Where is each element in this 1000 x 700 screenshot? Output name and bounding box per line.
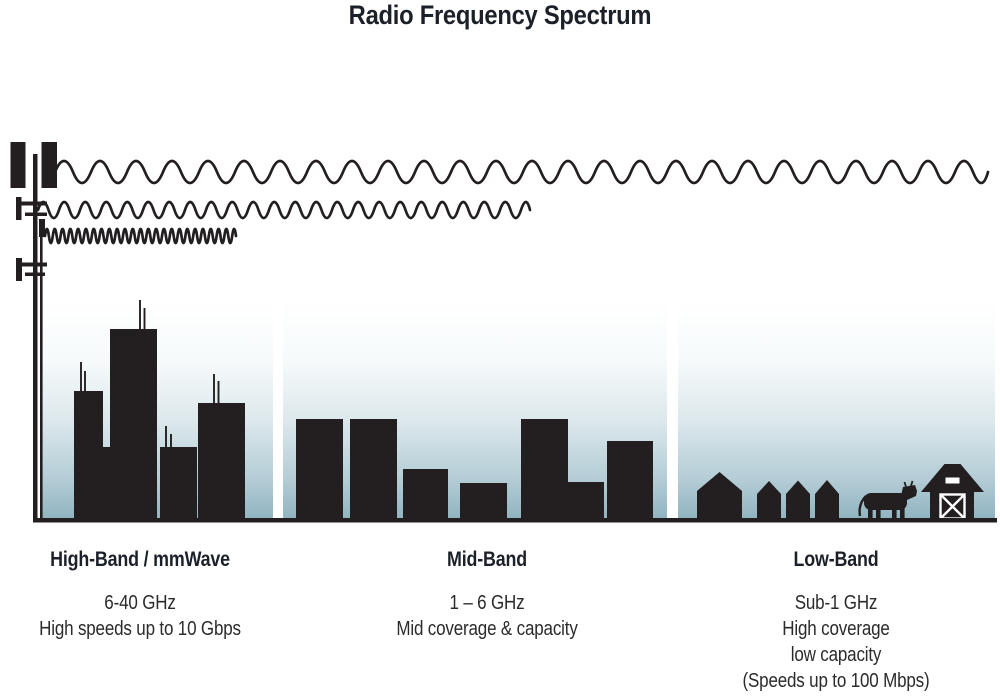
band-description: High speeds up to 10 Gbps — [39, 618, 241, 640]
house-icon — [786, 480, 810, 520]
band-name: High-Band / mmWave — [50, 548, 230, 571]
radio-waves — [36, 159, 990, 245]
high-band-skyline-icon — [74, 300, 245, 520]
low-band-rural-icon — [697, 464, 984, 520]
house-icon — [757, 481, 781, 520]
band-description: Mid coverage & capacity — [396, 618, 578, 640]
short-wavelength-wave-icon — [43, 227, 238, 245]
low-band-label: Low-Band Sub-1 GHz High coverage low cap… — [730, 548, 943, 694]
page-title: Radio Frequency Spectrum — [348, 0, 652, 30]
long-wavelength-wave-icon — [53, 159, 990, 185]
mid-band-label: Mid-Band 1 – 6 GHz Mid coverage & capaci… — [381, 548, 594, 642]
high-band-label: High-Band / mmWave 6-40 GHz High speeds … — [34, 548, 247, 642]
cell-tower-icon — [10, 142, 57, 520]
house-icon — [697, 472, 742, 520]
mid-band-skyline-icon — [296, 419, 653, 520]
barn-icon — [921, 464, 984, 520]
medium-wavelength-wave-icon — [36, 200, 532, 220]
cow-icon — [858, 480, 917, 520]
house-icon — [815, 480, 839, 520]
band-description: low capacity — [790, 644, 882, 666]
ground-line — [33, 518, 997, 523]
band-description: (Speeds up to 100 Mbps) — [742, 670, 930, 692]
band-name: Mid-Band — [447, 548, 527, 571]
band-frequency: 1 – 6 GHz — [449, 592, 525, 614]
band-name: Low-Band — [793, 548, 879, 571]
band-description: High coverage — [782, 618, 890, 640]
band-frequency: Sub-1 GHz — [794, 592, 878, 614]
band-frequency: 6-40 GHz — [104, 592, 176, 614]
